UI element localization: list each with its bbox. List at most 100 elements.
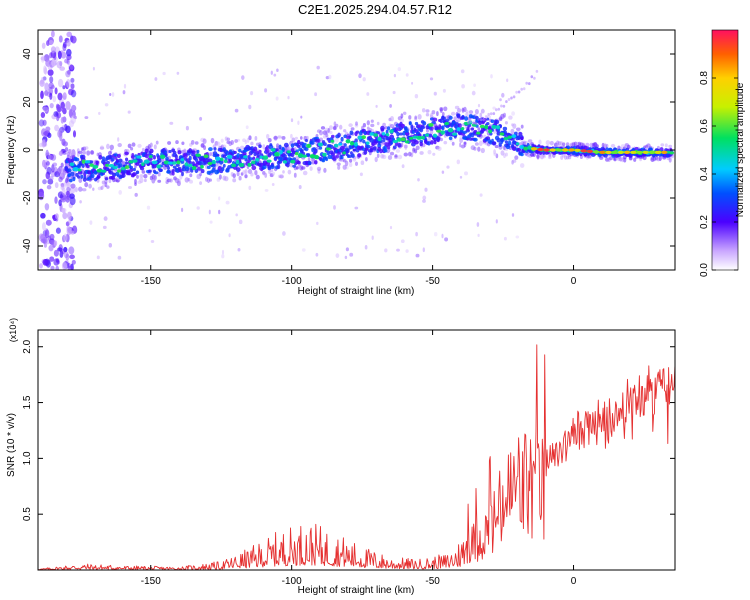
spectrogram-cell	[297, 120, 300, 126]
spectrogram-cell	[397, 142, 402, 148]
spectrogram-cell	[117, 143, 122, 148]
spectrogram-cell	[219, 160, 224, 165]
snr-series-line	[38, 344, 675, 570]
spectrogram-cell	[70, 89, 77, 98]
spectrogram-cell	[144, 148, 149, 154]
spectrogram-cell	[510, 96, 513, 100]
spectrogram-cell	[232, 178, 237, 183]
spectrogram-cell	[176, 71, 180, 75]
spectrogram-cell	[512, 95, 516, 99]
spectrogram-cell	[290, 118, 294, 123]
spectrogram-cell	[405, 249, 409, 253]
spectrogram-cell	[273, 73, 277, 77]
spectrogram-cell	[239, 145, 245, 150]
spectrogram-cell	[143, 159, 150, 164]
spectrogram-cell	[516, 135, 521, 140]
spectrogram-cell	[277, 135, 282, 139]
spectrogram-cell	[317, 139, 321, 143]
spectrogram-cell	[461, 84, 465, 89]
spectrogram-cell	[415, 231, 418, 237]
spectrogram-cell	[166, 170, 171, 174]
spectrogram-cell	[103, 216, 108, 221]
spectrogram-cell	[81, 163, 85, 168]
spectrogram-cell	[669, 151, 675, 155]
spectrogram-cell	[316, 65, 320, 70]
spectrogram-cell	[66, 48, 72, 57]
spectrogram-cell	[174, 154, 178, 160]
spectrogram-cell	[245, 125, 249, 130]
spectrogram-cell	[221, 167, 225, 172]
spectrogram-cell	[470, 127, 475, 131]
spectrogram-cell	[104, 103, 109, 107]
spectrogram-cell	[99, 146, 105, 150]
spectrogram-cell	[473, 146, 477, 151]
spectrogram-cell	[302, 170, 308, 176]
spectrogram-cell	[555, 148, 563, 152]
spectrogram-cell	[323, 142, 327, 146]
spectrogram-cell	[361, 135, 367, 140]
spectrogram-cell	[49, 102, 54, 109]
spectrogram-cell	[248, 104, 252, 110]
spectrogram-cell	[40, 111, 46, 119]
spectrogram-cell	[47, 132, 52, 139]
spectrogram-cell	[610, 143, 616, 148]
spectrogram-cell	[40, 212, 46, 219]
spectrogram-cell	[206, 170, 211, 175]
spectrogram-cell	[289, 162, 294, 168]
spectrogram-cell	[493, 149, 497, 155]
spectrogram-cell	[185, 125, 189, 131]
spectrogram-cell	[510, 128, 515, 135]
spectrogram-cell	[297, 139, 301, 145]
spectrogram-cell	[404, 131, 410, 136]
spectrogram-cell	[451, 132, 458, 136]
spectrogram-panel: -150 -100 -50 0 -40 -20 0 20 40 Height of strai…	[6, 29, 676, 297]
spectrogram-cell	[480, 147, 485, 154]
spectrogram-cell	[89, 163, 94, 167]
spectrogram-cell	[270, 148, 276, 152]
spectrogram-cell	[313, 154, 320, 160]
spectrogram-cell	[66, 182, 71, 188]
spectrogram-cell	[181, 141, 185, 146]
spectrogram-cell	[383, 148, 388, 153]
spectrogram-cell	[410, 124, 414, 130]
spectrogram-cell	[491, 124, 497, 130]
spectrogram-cell	[179, 169, 183, 173]
spectrogram-cell	[505, 100, 508, 104]
spectrogram-cell	[232, 173, 236, 178]
spectrogram-cell	[226, 154, 233, 159]
spectrogram-cell	[457, 108, 462, 113]
spectrogram-cell	[96, 255, 100, 260]
spectrogram-cell	[74, 157, 80, 162]
spectrogram-cell	[625, 147, 630, 151]
spectrogram-cell	[432, 152, 436, 156]
spectrogram-cell	[78, 186, 83, 192]
spectrogram-cell	[436, 111, 439, 117]
spectrogram-cell	[50, 46, 56, 53]
spectrogram-cell	[40, 90, 44, 100]
spectrogram-cell	[167, 161, 174, 165]
spectrogram-cell	[275, 96, 279, 101]
y-tick-label: 40	[22, 48, 33, 60]
spectrogram-cell	[441, 111, 445, 117]
spectrogram-cell	[365, 141, 370, 145]
spectrogram-cell	[136, 174, 139, 179]
spectrogram-cell	[89, 220, 93, 225]
spectrogram-cell	[67, 173, 71, 178]
spectrogram-cell	[47, 64, 53, 71]
spectrogram-cell	[269, 143, 273, 147]
spectrogram-cell	[115, 158, 119, 164]
spectrogram-cell	[611, 150, 618, 154]
spectrogram-cell	[326, 150, 330, 156]
spectrogram-cell	[172, 161, 177, 165]
spectrogram-cell	[287, 169, 292, 175]
spectrogram-cell	[51, 58, 56, 68]
spectrogram-cell	[389, 103, 392, 108]
spectrogram-cell	[162, 71, 166, 76]
spectrogram-cell	[497, 107, 501, 111]
spectrogram-cell	[499, 98, 502, 102]
spectrogram-cell	[414, 148, 418, 154]
spectrogram-cell	[302, 154, 308, 158]
x-tick-label: -100	[282, 576, 302, 587]
spectrogram-cell	[77, 170, 83, 175]
spectrogram-cell	[70, 158, 75, 162]
